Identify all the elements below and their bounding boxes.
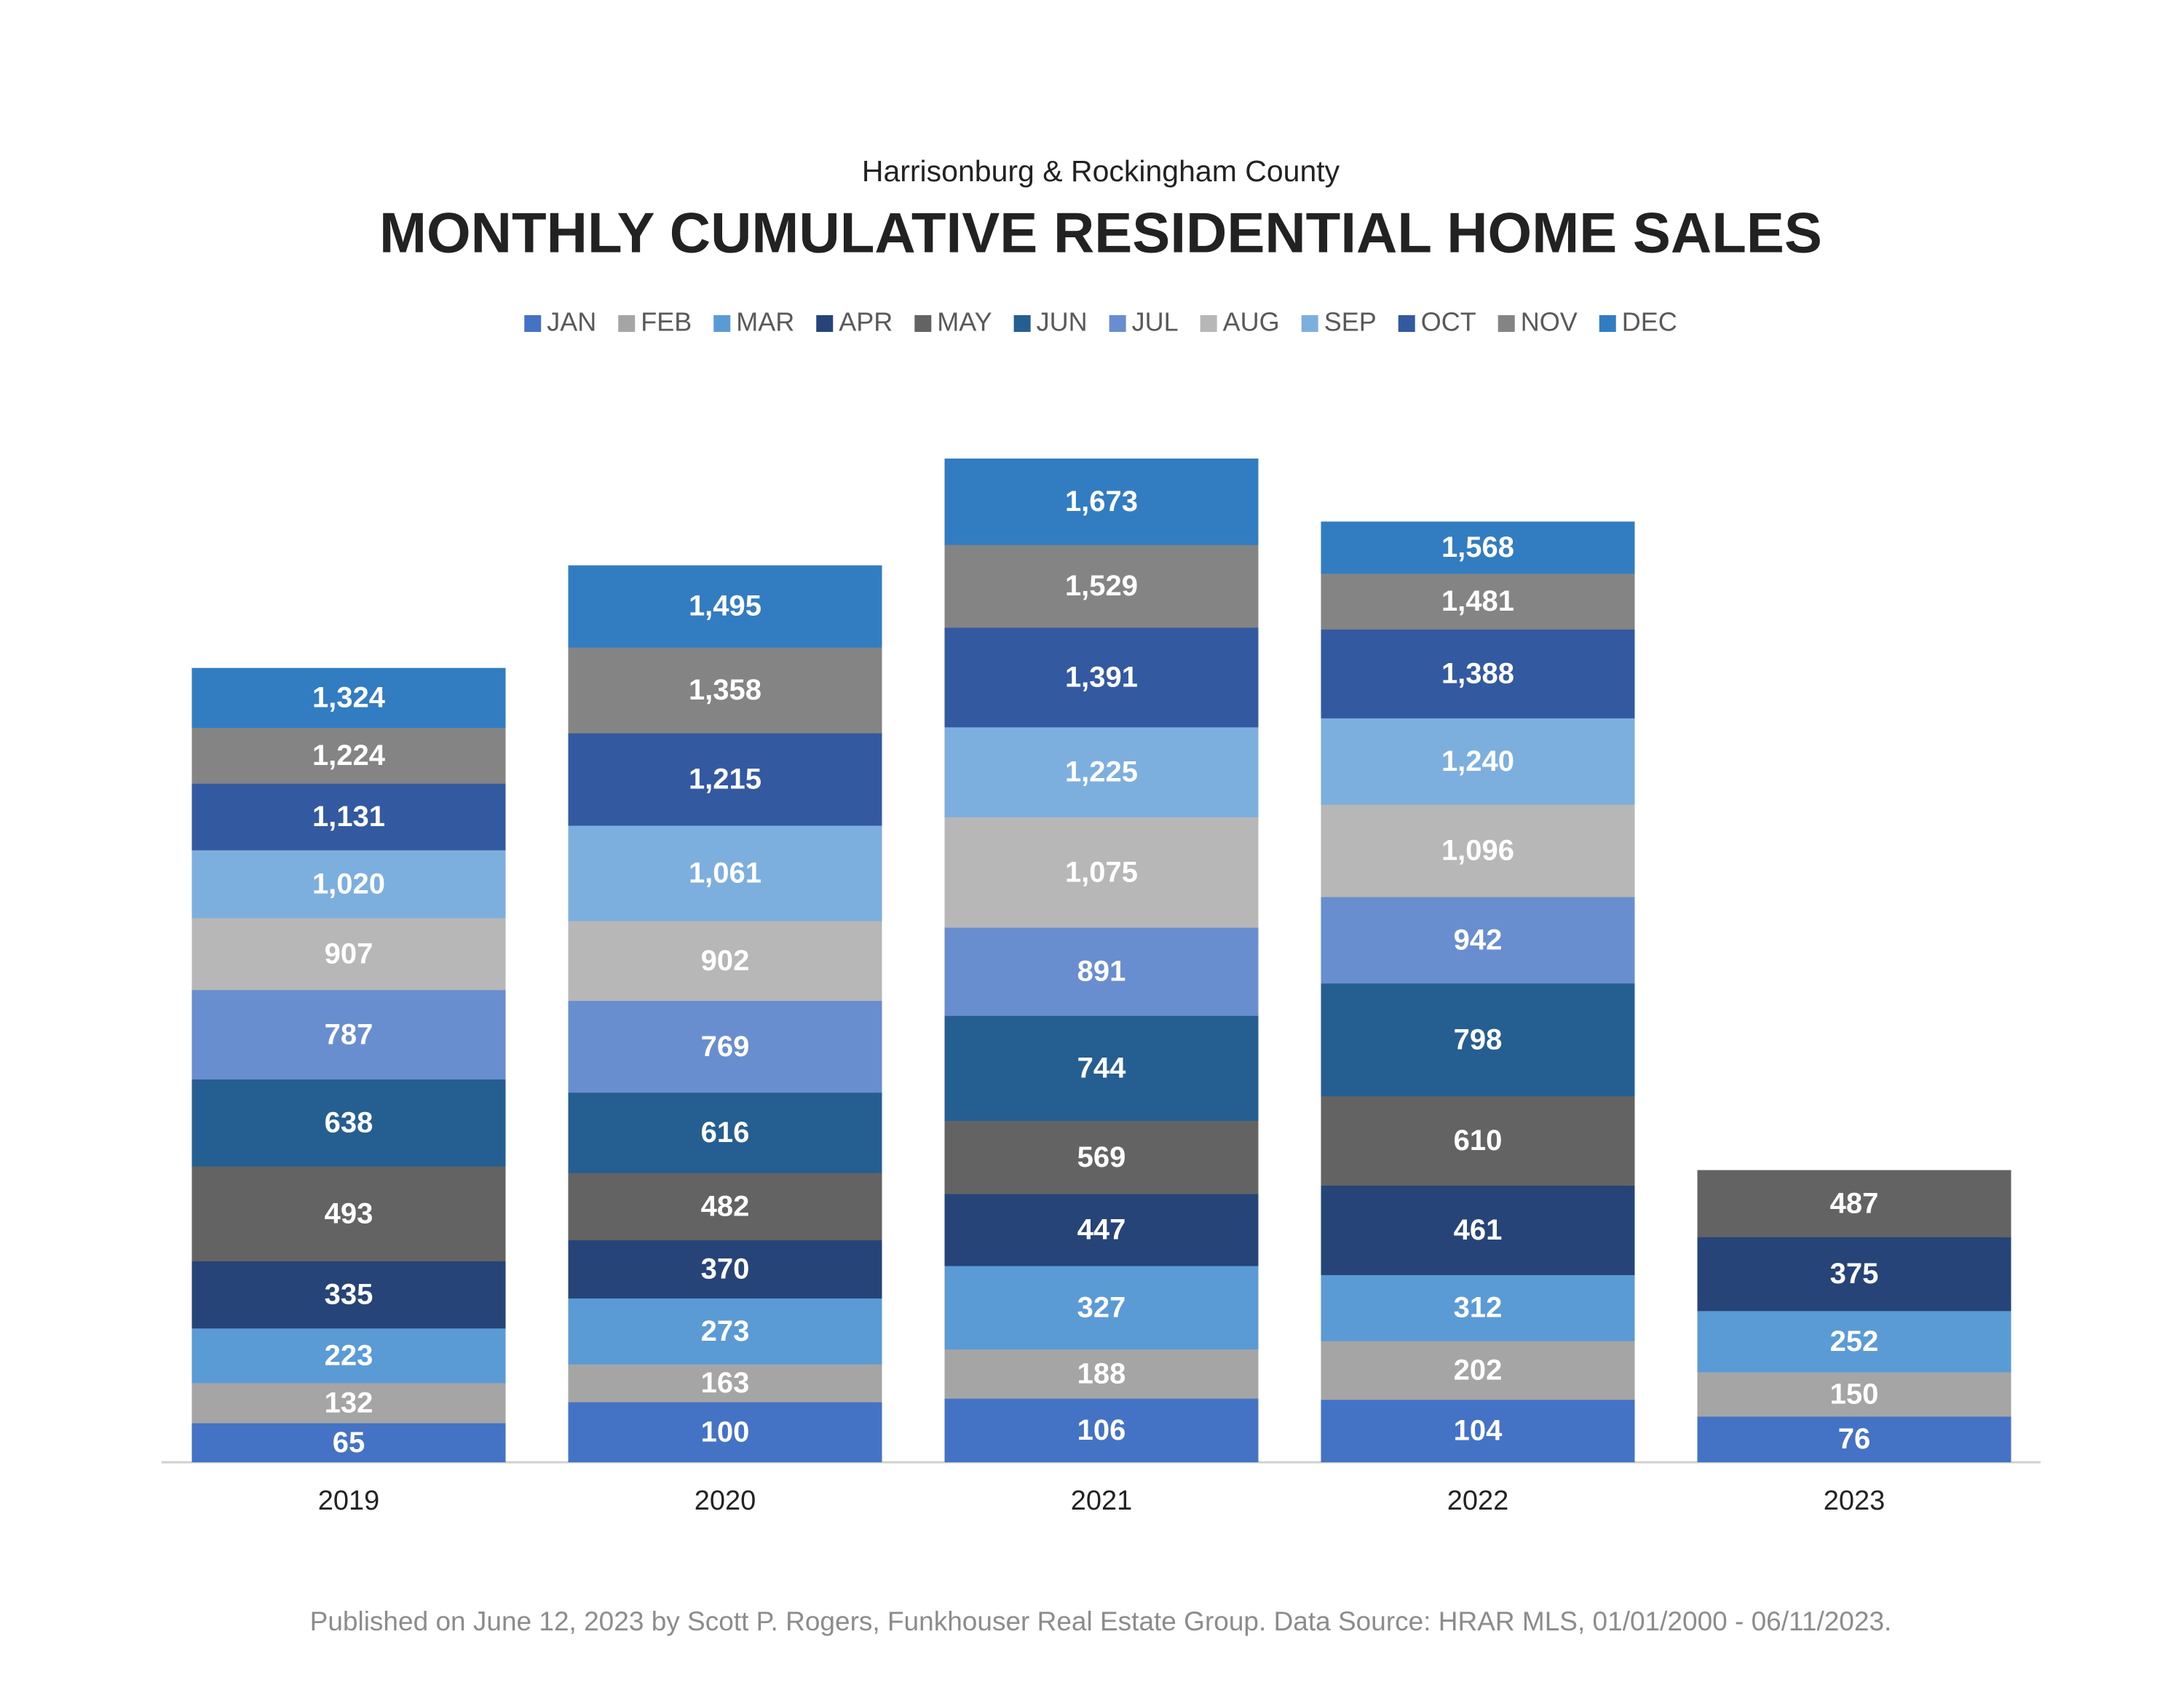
legend-swatch xyxy=(1200,315,1217,332)
legend-label: NOV xyxy=(1521,307,1578,337)
data-label: 482 xyxy=(701,1190,750,1222)
chart-title: MONTHLY CUMULATIVE RESIDENTIAL HOME SALE… xyxy=(379,201,1822,265)
data-label: 1,061 xyxy=(689,857,761,889)
legend-label: AUG xyxy=(1223,307,1280,337)
data-label: 1,495 xyxy=(689,590,761,622)
data-label: 461 xyxy=(1454,1214,1503,1246)
data-label: 1,324 xyxy=(312,681,386,713)
chart-subtitle: Harrisonburg & Rockingham County xyxy=(862,154,1340,188)
legend-label: FEB xyxy=(641,307,692,337)
data-label: 1,358 xyxy=(689,674,761,706)
data-label: 638 xyxy=(325,1106,373,1138)
data-label: 942 xyxy=(1454,924,1503,956)
data-label: 76 xyxy=(1838,1423,1871,1455)
data-label: 569 xyxy=(1077,1141,1126,1173)
legend-swatch xyxy=(1301,315,1318,332)
data-label: 252 xyxy=(1830,1325,1879,1357)
legend-swatch xyxy=(1398,315,1415,332)
data-label: 188 xyxy=(1077,1357,1126,1389)
data-label: 327 xyxy=(1077,1291,1126,1323)
data-label: 907 xyxy=(325,937,373,970)
data-label: 1,388 xyxy=(1441,657,1514,689)
data-label: 375 xyxy=(1830,1258,1879,1290)
data-label: 447 xyxy=(1077,1214,1126,1246)
data-label: 891 xyxy=(1077,956,1126,988)
data-label: 769 xyxy=(701,1031,750,1063)
data-label: 1,215 xyxy=(689,764,761,796)
bar xyxy=(1321,1400,1635,1462)
legend-label: APR xyxy=(839,307,893,337)
data-label: 312 xyxy=(1454,1292,1503,1324)
data-label: 1,096 xyxy=(1441,835,1514,867)
legend-swatch xyxy=(1013,315,1031,332)
data-label: 1,075 xyxy=(1065,856,1138,888)
legend-swatch xyxy=(713,315,731,332)
data-label: 610 xyxy=(1454,1125,1503,1157)
data-label: 163 xyxy=(701,1367,750,1399)
data-label: 744 xyxy=(1077,1052,1126,1084)
bar xyxy=(944,1398,1259,1462)
data-label: 1,224 xyxy=(312,740,386,772)
legend-label: JUN xyxy=(1037,307,1088,337)
legend-label: JUL xyxy=(1132,307,1179,337)
legend-swatch xyxy=(1109,315,1126,332)
data-label: 1,391 xyxy=(1065,661,1138,693)
legend-swatch xyxy=(618,315,636,332)
data-label: 1,673 xyxy=(1065,485,1138,518)
bar xyxy=(191,1423,506,1462)
data-label: 100 xyxy=(701,1416,750,1448)
legend-swatch xyxy=(816,315,834,332)
legend-label: OCT xyxy=(1421,307,1476,337)
footer: Published on June 12, 2023 by Scott P. R… xyxy=(310,1606,1892,1636)
data-label: 65 xyxy=(333,1427,365,1459)
data-label: 902 xyxy=(701,945,750,977)
legend-label: DEC xyxy=(1622,307,1677,337)
data-label: 104 xyxy=(1454,1415,1503,1447)
data-label: 1,020 xyxy=(312,868,385,900)
x-tick-label: 2020 xyxy=(695,1486,756,1516)
data-label: 1,225 xyxy=(1065,756,1138,788)
data-label: 1,481 xyxy=(1441,585,1514,617)
data-label: 223 xyxy=(325,1339,373,1371)
x-tick-label: 2019 xyxy=(318,1486,380,1516)
x-tick-label: 2023 xyxy=(1824,1486,1886,1516)
data-label: 273 xyxy=(701,1315,750,1347)
data-label: 106 xyxy=(1077,1414,1126,1446)
legend-swatch xyxy=(1497,315,1515,332)
legend-swatch xyxy=(1599,315,1616,332)
data-label: 616 xyxy=(701,1117,750,1149)
data-label: 1,131 xyxy=(312,801,385,833)
data-label: 487 xyxy=(1830,1187,1879,1219)
x-tick-label: 2021 xyxy=(1071,1486,1133,1516)
data-label: 370 xyxy=(701,1253,750,1285)
data-label: 132 xyxy=(325,1387,373,1419)
bar xyxy=(568,1402,882,1462)
data-label: 493 xyxy=(325,1197,373,1229)
data-label: 1,240 xyxy=(1441,745,1514,777)
bar xyxy=(1697,1416,2011,1462)
data-label: 787 xyxy=(325,1018,373,1050)
data-label: 798 xyxy=(1454,1023,1503,1055)
legend-label: MAR xyxy=(736,307,794,337)
legend-label: MAY xyxy=(937,307,992,337)
legend-label: SEP xyxy=(1324,307,1377,337)
legend-swatch xyxy=(914,315,932,332)
data-label: 1,529 xyxy=(1065,570,1138,602)
data-label: 1,568 xyxy=(1441,531,1514,563)
data-label: 335 xyxy=(325,1279,373,1311)
data-label: 202 xyxy=(1454,1354,1503,1386)
legend-swatch xyxy=(524,315,542,332)
legend-label: JAN xyxy=(547,307,596,337)
data-label: 150 xyxy=(1830,1378,1879,1410)
x-tick-label: 2022 xyxy=(1447,1486,1509,1516)
